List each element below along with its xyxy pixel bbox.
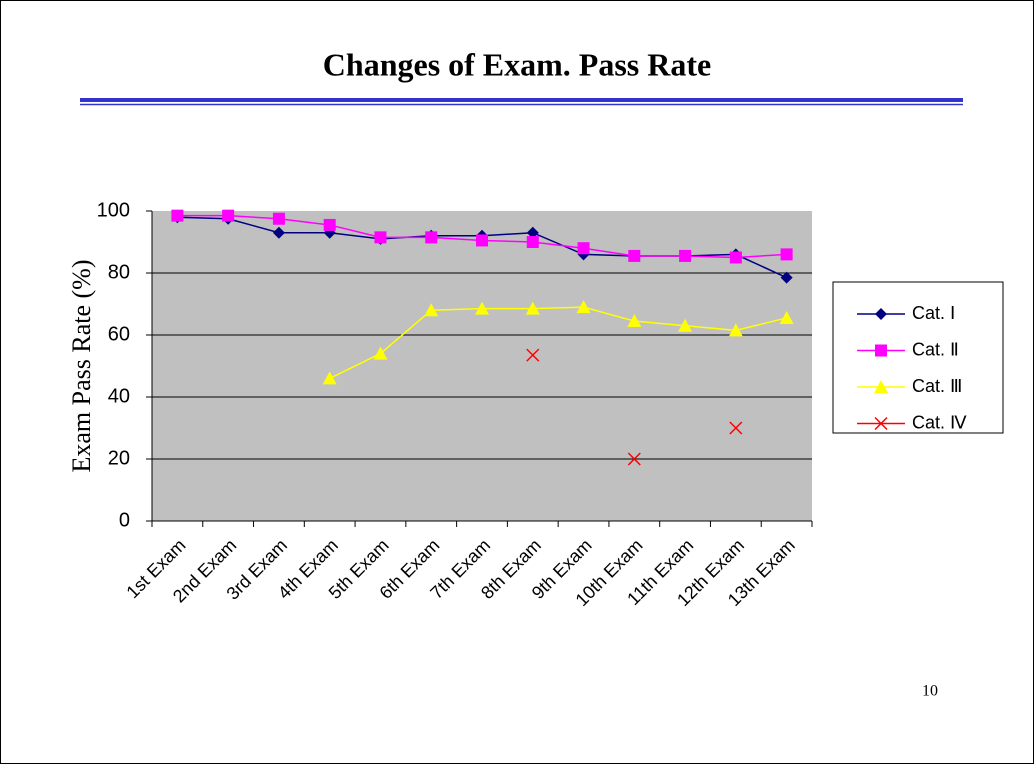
- y-tick-label: 20: [108, 447, 130, 469]
- marker: [322, 371, 337, 385]
- marker: [424, 303, 439, 317]
- marker: [272, 226, 285, 239]
- marker: [874, 416, 888, 431]
- marker: [525, 301, 540, 315]
- marker: [779, 310, 794, 324]
- marker: [476, 234, 488, 247]
- y-tick-label: 100: [97, 199, 130, 221]
- marker: [875, 344, 887, 357]
- marker: [475, 301, 489, 315]
- slide-title: Changes of Exam. Pass Rate: [323, 46, 711, 82]
- y-tick-label: 0: [119, 509, 130, 531]
- marker: [526, 348, 540, 362]
- legend: [832, 281, 1004, 434]
- marker: [526, 236, 539, 248]
- legend-label: Cat. Ⅲ: [912, 376, 962, 396]
- legend-label: Cat. Ⅰ: [912, 303, 955, 323]
- page-number: 10: [922, 683, 938, 700]
- marker: [679, 249, 692, 262]
- marker: [874, 380, 888, 393]
- marker: [425, 231, 438, 244]
- marker: [323, 218, 336, 231]
- y-tick-label: 40: [108, 385, 130, 407]
- legend-label: Cat. Ⅳ: [912, 412, 967, 432]
- marker: [728, 323, 743, 337]
- marker: [374, 231, 387, 244]
- marker: [627, 314, 642, 328]
- marker: [373, 346, 388, 360]
- marker: [577, 242, 590, 255]
- y-tick-label: 80: [108, 261, 130, 283]
- marker: [780, 271, 793, 284]
- marker: [526, 226, 539, 239]
- marker: [171, 209, 184, 222]
- marker: [628, 249, 641, 262]
- y-tick-label: 60: [108, 323, 130, 345]
- plot-area: [152, 211, 812, 521]
- y-axis-label: Exam Pass Rate (%): [67, 259, 96, 472]
- marker: [729, 251, 742, 264]
- marker: [627, 452, 641, 466]
- legend-label: Cat. Ⅱ: [912, 339, 959, 359]
- marker: [272, 212, 285, 225]
- marker: [678, 318, 693, 332]
- series-line: [329, 306, 787, 380]
- marker: [875, 308, 887, 320]
- marker: [576, 300, 591, 314]
- marker: [780, 248, 793, 261]
- marker: [222, 209, 235, 222]
- marker: [729, 421, 743, 435]
